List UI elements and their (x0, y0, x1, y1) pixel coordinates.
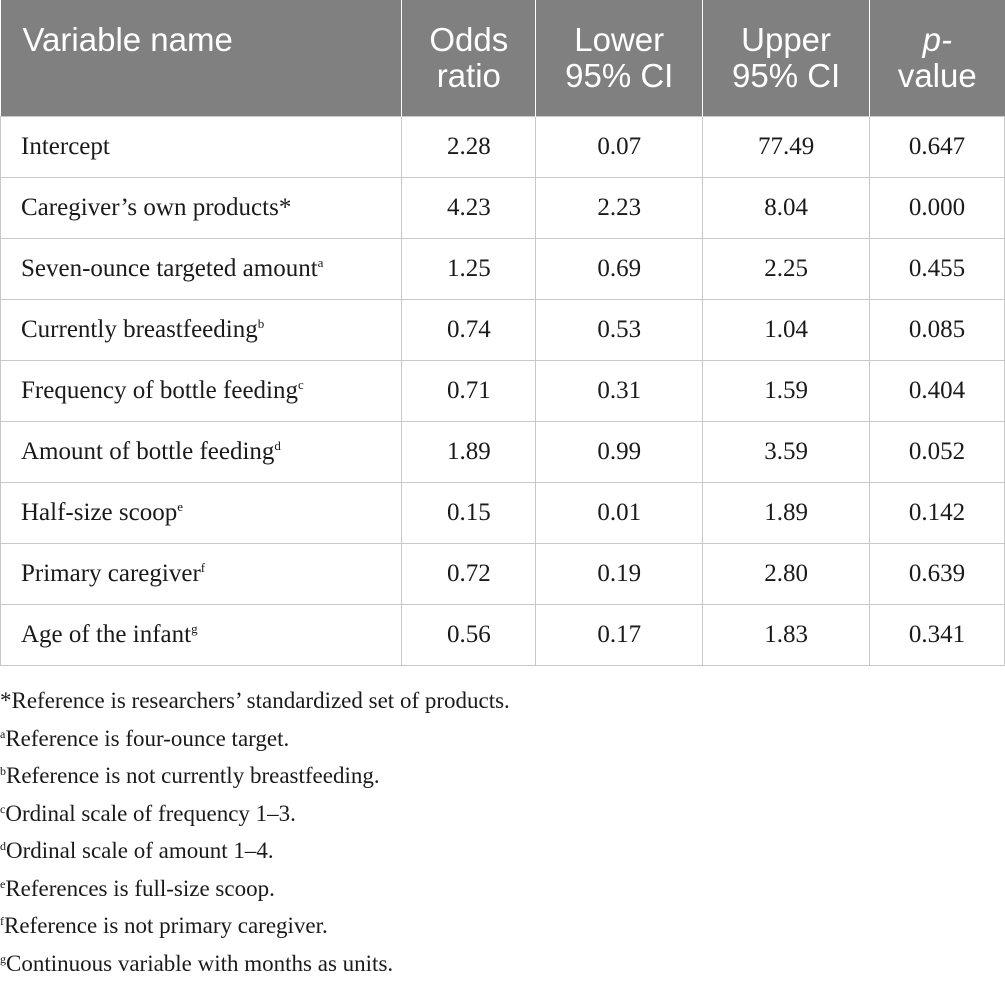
odds-ratio-cell: 0.72 (401, 542, 537, 605)
odds-ratio-cell: 1.89 (401, 420, 537, 483)
footnote-marker: c (298, 376, 304, 392)
upper-ci-cell: 1.83 (702, 603, 871, 666)
odds-ratio-cell: 2.28 (401, 115, 537, 178)
table-row: Intercept 2.28 0.07 77.49 0.647 (0, 115, 1005, 178)
header-lower-ci: Lower 95% CI (535, 0, 703, 116)
upper-ci-cell: 8.04 (702, 176, 871, 239)
odds-ratio-cell: 0.74 (401, 298, 537, 361)
lower-ci-cell: 0.19 (535, 542, 704, 605)
p-value-cell: 0.000 (869, 176, 1005, 239)
lower-ci-cell: 0.31 (535, 359, 704, 422)
footnote: *Reference is researchers’ standardized … (0, 688, 510, 713)
variable-name-cell: Frequency of bottle feedingc (0, 359, 403, 422)
footnote-marker: d (0, 839, 6, 853)
footnote: fReference is not primary caregiver. (0, 913, 328, 938)
footnote-marker: c (0, 801, 6, 816)
upper-ci-cell: 1.59 (702, 359, 871, 422)
variable-name-cell: Amount of bottle feedingd (0, 420, 403, 483)
table-row: Frequency of bottle feedingc 0.71 0.31 1.59… (0, 359, 1005, 422)
odds-ratio-cell: 0.15 (401, 481, 537, 544)
lower-ci-cell: 0.07 (535, 115, 704, 178)
footnote: gContinuous variable with months as unit… (0, 950, 394, 976)
table-body: Intercept 2.28 0.07 77.49 0.647 Caregiver’s o… (0, 115, 1005, 666)
header-row: Variable name Odds ratio Lower 95% CI Uppe… (0, 0, 1005, 116)
footnote-marker: g (0, 951, 6, 966)
footnote-marker: g (191, 620, 198, 636)
p-value-cell: 0.647 (869, 115, 1005, 178)
p-value-cell: 0.142 (869, 481, 1005, 544)
upper-ci-cell: 3.59 (702, 420, 871, 483)
header-odds-ratio: Odds ratio (401, 0, 536, 116)
odds-ratio-cell: 0.71 (401, 359, 537, 422)
footnote: bReference is not currently breastfeedin… (0, 763, 380, 788)
footnote-marker: e (177, 498, 183, 514)
footnote: cOrdinal scale of frequency 1–3. (0, 800, 296, 826)
upper-ci-cell: 2.25 (702, 237, 871, 300)
lower-ci-cell: 0.17 (535, 603, 704, 666)
footnote-marker: f (0, 914, 4, 928)
upper-ci-cell: 1.89 (702, 481, 871, 544)
variable-name-cell: Currently breastfeedingb (0, 298, 403, 361)
upper-ci-cell: 77.49 (702, 115, 871, 178)
footnote: dOrdinal scale of amount 1–4. (0, 838, 274, 863)
upper-ci-cell: 1.04 (702, 298, 871, 361)
lower-ci-cell: 0.99 (535, 420, 704, 483)
header-p-value: p-value (869, 0, 1005, 116)
header-variable-name: Variable name (0, 0, 402, 116)
p-value-cell: 0.052 (869, 420, 1005, 483)
lower-ci-cell: 0.01 (535, 481, 704, 544)
odds-ratio-cell: 4.23 (401, 176, 537, 239)
table-footnotes: *Reference is researchers’ standardized … (0, 682, 1005, 982)
footnote-marker: e (0, 876, 6, 891)
table-row: Seven-ounce targeted amounta 1.25 0.69 2.25… (0, 237, 1005, 300)
p-value-cell: 0.639 (869, 542, 1005, 605)
footnote-marker: b (257, 315, 265, 331)
footnote: eReferences is full-size scoop. (0, 875, 275, 901)
p-value-cell: 0.404 (869, 359, 1005, 422)
lower-ci-cell: 2.23 (535, 176, 704, 239)
results-table: Variable name Odds ratio Lower 95% CI Uppe… (0, 0, 1005, 666)
p-value-cell: 0.455 (869, 237, 1005, 300)
variable-name-cell: Half-size scoope (0, 481, 403, 544)
variable-name-cell: Age of the infantg (0, 603, 403, 666)
footnote-marker: a (317, 254, 324, 270)
table-row: Caregiver’s own products* 4.23 2.23 8.04 0.0… (0, 176, 1005, 239)
p-value-cell: 0.341 (869, 603, 1005, 666)
footnote-marker: b (0, 764, 6, 778)
lower-ci-cell: 0.69 (535, 237, 704, 300)
table-row: Amount of bottle feedingd 1.89 0.99 3.59 0.0… (0, 420, 1005, 483)
footnote-marker: f (200, 559, 206, 575)
variable-name-cell: Caregiver’s own products* (0, 176, 403, 239)
upper-ci-cell: 2.80 (702, 542, 871, 605)
p-value-cell: 0.085 (869, 298, 1005, 361)
header-upper-ci: Upper 95% CI (702, 0, 870, 116)
odds-ratio-cell: 1.25 (401, 237, 537, 300)
variable-name-cell: Seven-ounce targeted amounta (0, 237, 403, 300)
table-header: Variable name Odds ratio Lower 95% CI Uppe… (0, 0, 1005, 116)
table-row: Half-size scoope 0.15 0.01 1.89 0.142 (0, 481, 1005, 544)
lower-ci-cell: 0.53 (535, 298, 704, 361)
footnote-marker: d (274, 437, 281, 453)
footnote-marker: a (0, 726, 6, 741)
table-row: Primary caregiverf 0.72 0.19 2.80 0.639 (0, 542, 1005, 605)
footnote: aReference is four-ounce target. (0, 725, 290, 751)
table-row: Currently breastfeedingb 0.74 0.53 1.04 0.08… (0, 298, 1005, 361)
odds-ratio-cell: 0.56 (401, 603, 537, 666)
variable-name-cell: Intercept (0, 115, 403, 178)
variable-name-cell: Primary caregiverf (0, 542, 403, 605)
table-row: Age of the infantg 0.56 0.17 1.83 0.341 (0, 603, 1005, 666)
